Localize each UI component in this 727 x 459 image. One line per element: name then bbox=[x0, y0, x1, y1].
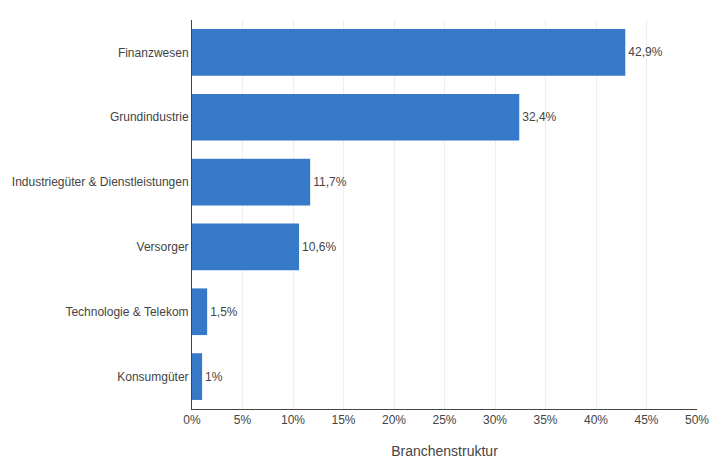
svg-text:30%: 30% bbox=[483, 413, 507, 427]
svg-text:Technologie & Telekom: Technologie & Telekom bbox=[65, 305, 188, 319]
svg-text:Konsumgüter: Konsumgüter bbox=[117, 370, 188, 384]
svg-text:Grundindustrie: Grundindustrie bbox=[110, 110, 189, 124]
svg-text:10%: 10% bbox=[281, 413, 305, 427]
svg-text:11,7%: 11,7% bbox=[313, 175, 346, 189]
svg-text:25%: 25% bbox=[432, 413, 456, 427]
svg-text:5%: 5% bbox=[234, 413, 252, 427]
svg-text:50%: 50% bbox=[685, 413, 709, 427]
svg-text:10,6%: 10,6% bbox=[302, 240, 336, 254]
svg-text:Finanzwesen: Finanzwesen bbox=[118, 46, 189, 60]
svg-text:Industriegüter & Dienstleistun: Industriegüter & Dienstleistungen bbox=[12, 175, 189, 189]
svg-text:42,9%: 42,9% bbox=[628, 45, 662, 59]
svg-text:Branchenstruktur: Branchenstruktur bbox=[391, 443, 498, 459]
svg-text:45%: 45% bbox=[634, 413, 658, 427]
svg-text:0%: 0% bbox=[183, 413, 201, 427]
svg-text:15%: 15% bbox=[331, 413, 355, 427]
svg-text:35%: 35% bbox=[533, 413, 557, 427]
svg-text:20%: 20% bbox=[382, 413, 406, 427]
svg-text:32,4%: 32,4% bbox=[522, 110, 556, 124]
svg-text:1%: 1% bbox=[205, 370, 223, 384]
svg-text:1,5%: 1,5% bbox=[210, 305, 238, 319]
svg-text:Versorger: Versorger bbox=[137, 240, 189, 254]
svg-text:40%: 40% bbox=[584, 413, 608, 427]
